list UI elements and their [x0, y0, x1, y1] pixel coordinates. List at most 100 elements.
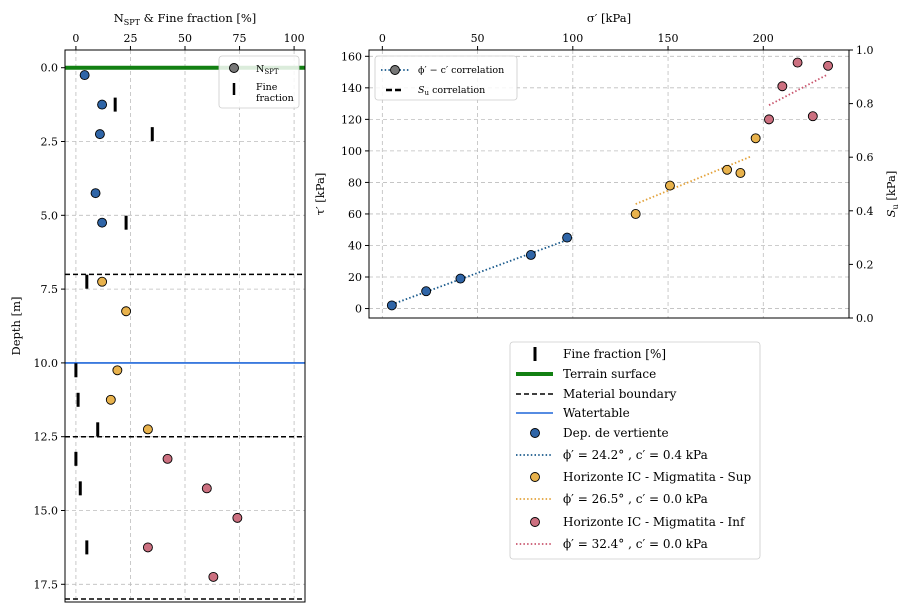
left-y-tick-label: 10.0: [34, 357, 59, 370]
strength-point: [750, 133, 761, 144]
nspt-point: [79, 70, 90, 81]
right-secondary-y-tick-label: 0.8: [856, 98, 874, 111]
correlation-fit-line: [635, 155, 753, 205]
right-secondary-y-tick-label: 0.0: [856, 312, 874, 325]
right-y-tick-label: 100: [341, 145, 362, 158]
main-legend-box: [509, 341, 761, 560]
left-grid: [65, 50, 305, 602]
nspt-point: [94, 129, 105, 140]
right-secondary-y-tick-label: 0.2: [856, 258, 874, 271]
correlation-fit-line: [768, 73, 829, 106]
legend-series-0-label: Dep. de vertiente: [563, 426, 669, 440]
right-legend-box: [374, 55, 518, 101]
strength-point: [764, 114, 774, 125]
legend-series-2-label: Horizonte IC - Migmatita - Inf: [563, 515, 746, 529]
nspt-point: [97, 99, 108, 110]
legend-nspt-label: NSPT: [256, 64, 279, 76]
nspt-point: [105, 394, 116, 405]
left-ticks: 0 25 50 75 100 0.0 2.5 5.0 7.5 10.0 12.5 15.0 17.5: [34, 32, 305, 591]
right-y-tick-label: 120: [341, 113, 362, 126]
left-legend-box: [218, 55, 300, 109]
nspt-point: [162, 453, 173, 464]
right-x-tick-label: 150: [658, 32, 679, 45]
depth-profile-panel: 0 25 50 75 100 0.0 2.5 5.0 7.5 10.0 12.5 15.0 17.5 N…: [9, 11, 306, 603]
legend-series-0-marker: [530, 428, 540, 438]
right-x-tick-label: 200: [753, 32, 774, 45]
legend-series-1-marker: [530, 472, 540, 482]
left-x-axis-label: NSPT & Fine fraction [%]: [114, 11, 257, 27]
legend-correlation-label: ϕ′ − c′ correlation: [418, 65, 504, 76]
left-x-tick-label: 50: [178, 32, 192, 45]
right-data-marks: [386, 57, 833, 311]
right-legend: ϕ′ − c′ correlation Su correlation: [374, 55, 518, 101]
nspt-point: [90, 188, 101, 199]
legend-series-2-fit-label: ϕ′ = 32.4° , c′ = 0.0 kPa: [563, 537, 708, 551]
right-y-tick-label: 0: [355, 303, 362, 316]
strength-point: [455, 273, 466, 284]
right-plot-frame: [368, 49, 850, 319]
right-x-axis-label: σ′ [kPa]: [587, 11, 631, 25]
nspt-point: [121, 306, 132, 317]
strength-point: [722, 164, 733, 175]
right-y-tick-label: 80: [348, 176, 362, 189]
strength-point: [807, 111, 818, 122]
legend-series-0-fit-label: ϕ′ = 24.2° , c′ = 0.4 kPa: [563, 448, 708, 462]
strength-point: [792, 57, 803, 68]
strength-point: [421, 286, 432, 297]
nspt-point: [97, 217, 108, 228]
left-x-tick-label: 0: [72, 32, 79, 45]
strength-point: [777, 81, 788, 92]
legend-material-boundary-label: Material boundary: [563, 387, 677, 401]
strength-point: [525, 249, 536, 260]
right-y-tick-label: 60: [348, 208, 362, 221]
left-y-tick-label: 5.0: [41, 209, 59, 222]
nspt-point: [142, 542, 153, 553]
legend-nspt-marker: [229, 63, 239, 73]
legend-fine-fraction-label: Fine fraction [%]: [563, 347, 666, 361]
legend-terrain-surface-label: Terrain surface: [563, 367, 656, 381]
left-y-tick-label: 15.0: [34, 504, 59, 517]
right-ticks: 0 50 100 150 200 0 20 40 60 80 100 120 140 160 0.0 0.2 0…: [341, 32, 874, 325]
left-y-tick-label: 17.5: [34, 578, 59, 591]
left-y-tick-label: 0.0: [41, 62, 59, 75]
nspt-point: [112, 365, 123, 376]
nspt-point: [208, 571, 219, 582]
nspt-point: [142, 424, 153, 435]
left-y-tick-label: 12.5: [34, 431, 59, 444]
legend-series-1-fit-label: ϕ′ = 26.5° , c′ = 0.0 kPa: [563, 492, 708, 506]
right-x-tick-label: 100: [562, 32, 583, 45]
strength-point: [823, 60, 833, 71]
right-secondary-y-tick-label: 0.6: [856, 151, 874, 164]
nspt-point: [201, 483, 212, 494]
legend-watertable-label: Watertable: [563, 406, 630, 420]
right-y-tick-label: 140: [341, 82, 362, 95]
legend-fine-label-line2: fraction: [256, 93, 294, 104]
strength-point: [735, 168, 746, 178]
correlation-fit-line: [391, 237, 574, 306]
strength-point: [665, 180, 675, 191]
strength-point: [386, 300, 397, 311]
left-x-tick-label: 100: [284, 32, 305, 45]
right-secondary-y-tick-label: 1.0: [856, 44, 874, 57]
left-y-tick-label: 7.5: [41, 283, 59, 296]
left-x-tick-label: 75: [233, 32, 247, 45]
right-x-tick-label: 0: [379, 32, 386, 45]
strength-point: [562, 232, 573, 243]
right-y-tick-label: 40: [348, 239, 362, 252]
left-y-tick-label: 2.5: [41, 136, 59, 149]
main-legend: Fine fraction [%] Terrain surface Materi…: [509, 341, 761, 560]
nspt-point: [97, 276, 108, 287]
right-y-axis-label: τ′ [kPa]: [313, 173, 327, 216]
left-legend: NSPT Fine fraction: [218, 55, 300, 109]
legend-fine-label-line1: Fine: [256, 82, 278, 93]
legend-correlation-marker: [390, 65, 400, 75]
right-y-tick-label: 20: [348, 271, 362, 284]
right-secondary-y-tick-label: 0.4: [856, 205, 874, 218]
strength-point: [630, 209, 641, 219]
legend-series-2-marker: [530, 517, 540, 527]
right-secondary-y-axis-label: Su [kPa]: [884, 171, 900, 218]
left-y-axis-label: Depth [m]: [9, 297, 23, 356]
left-data-marks: [74, 70, 243, 582]
right-x-tick-label: 50: [471, 32, 485, 45]
legend-series-1-label: Horizonte IC - Migmatita - Sup: [563, 470, 751, 484]
